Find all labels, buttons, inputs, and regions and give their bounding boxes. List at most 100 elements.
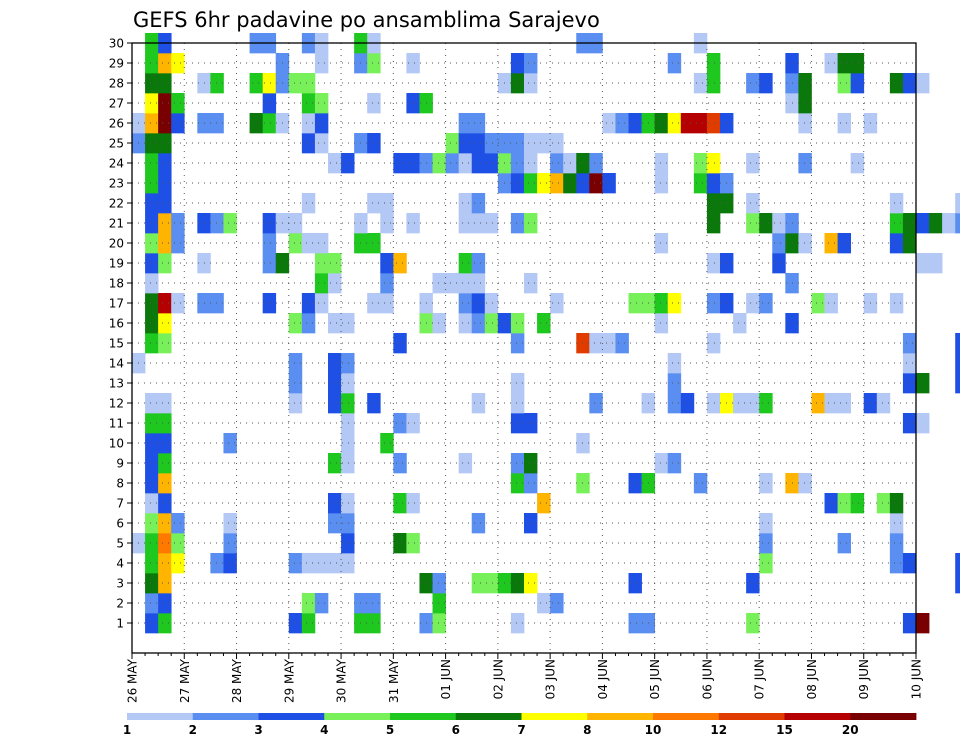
precip-cell xyxy=(837,233,852,254)
color-bar-segment xyxy=(653,713,720,720)
precip-cell xyxy=(510,393,525,414)
precip-cell xyxy=(955,333,960,354)
y-tick-label: 13 xyxy=(109,377,124,391)
color-bar-label: 6 xyxy=(452,723,460,737)
precip-cell xyxy=(667,373,682,394)
precip-cell xyxy=(158,573,172,594)
precip-cell xyxy=(171,113,185,134)
precip-cell xyxy=(145,453,159,474)
precip-cell xyxy=(628,473,642,494)
precip-cell xyxy=(916,613,930,634)
x-tick-label: 05 JUN xyxy=(648,659,662,699)
precip-cell xyxy=(693,473,708,494)
precip-cell xyxy=(889,213,904,234)
precip-cell xyxy=(916,213,930,234)
precip-cell xyxy=(223,433,237,454)
precip-cell xyxy=(550,293,564,314)
precip-cell xyxy=(524,133,538,154)
y-tick-label: 20 xyxy=(109,237,124,251)
precip-cell xyxy=(955,213,960,234)
y-tick-label: 5 xyxy=(116,537,124,551)
x-tick-label: 28 MAY xyxy=(230,658,244,703)
color-bar-label: 2 xyxy=(189,723,197,737)
precip-cell xyxy=(654,173,669,194)
precip-cell xyxy=(328,353,342,374)
precip-cell xyxy=(301,593,316,614)
precip-cell xyxy=(158,493,172,514)
precip-cell xyxy=(471,513,486,534)
precip-cell xyxy=(158,313,172,334)
precip-cell xyxy=(145,313,159,334)
precip-cell xyxy=(262,73,277,94)
precip-cell xyxy=(288,73,303,94)
precip-cell xyxy=(158,593,172,614)
color-bar-label: 5 xyxy=(386,723,394,737)
precip-cell xyxy=(158,93,172,114)
precip-cell xyxy=(889,493,904,514)
precip-cell xyxy=(510,613,525,634)
y-tick-label: 8 xyxy=(116,477,124,491)
x-tick-label: 09 JUN xyxy=(857,659,871,699)
precip-cell xyxy=(759,553,773,574)
precip-cell xyxy=(262,293,277,314)
precip-cell xyxy=(510,473,525,494)
color-bar-label: 20 xyxy=(842,723,859,737)
precip-cell xyxy=(772,213,786,234)
precip-cell xyxy=(602,333,616,354)
precip-cell xyxy=(158,193,172,214)
precip-cell xyxy=(158,73,172,94)
color-bar-label: 7 xyxy=(517,723,525,737)
precip-cell xyxy=(341,553,355,574)
precip-cell xyxy=(706,113,721,134)
precip-cell xyxy=(301,233,316,254)
precip-cell xyxy=(314,273,329,294)
precip-cell xyxy=(510,213,525,234)
x-tick-label: 06 JUN xyxy=(700,659,714,699)
precip-cell xyxy=(693,73,708,94)
y-axis-member-ticks: 1234567891011121314151617181920212223242… xyxy=(109,37,132,631)
y-tick-label: 11 xyxy=(109,417,124,431)
precip-cell xyxy=(367,293,381,314)
precip-cell xyxy=(837,393,852,414)
precip-cell xyxy=(406,213,420,234)
precip-cell xyxy=(158,133,172,154)
precip-cell xyxy=(524,273,538,294)
precip-cell xyxy=(380,253,394,274)
precip-cell xyxy=(824,233,838,254)
color-bar-label: 4 xyxy=(320,723,328,737)
precip-cell xyxy=(510,453,525,474)
precip-cell xyxy=(615,113,629,134)
precip-cell xyxy=(746,613,760,634)
precip-cell xyxy=(145,153,159,174)
precip-cell xyxy=(693,173,708,194)
precip-cell xyxy=(628,293,642,314)
precip-cell xyxy=(145,533,159,554)
precip-cell xyxy=(432,313,446,334)
precip-cell xyxy=(328,453,342,474)
precip-cell xyxy=(145,513,159,534)
color-bar-segment xyxy=(850,713,917,720)
precip-cell xyxy=(471,253,486,274)
precip-cell xyxy=(341,393,355,414)
precip-cell xyxy=(746,153,760,174)
x-tick-label: 01 JUN xyxy=(439,659,453,699)
precip-cell xyxy=(145,93,159,114)
precip-cell xyxy=(341,453,355,474)
precip-cell xyxy=(301,133,316,154)
precip-cell xyxy=(288,373,303,394)
precip-cell xyxy=(524,73,538,94)
precip-cell xyxy=(759,473,773,494)
precip-cell xyxy=(145,133,159,154)
precip-cell xyxy=(510,153,525,174)
precip-cell xyxy=(328,253,342,274)
precip-cell xyxy=(889,513,904,534)
precip-cell xyxy=(458,293,473,314)
y-tick-label: 30 xyxy=(109,37,124,51)
precip-cell xyxy=(589,333,603,354)
precip-cell xyxy=(550,173,564,194)
precip-cell xyxy=(733,393,747,414)
precip-cell xyxy=(145,193,159,214)
precip-cell xyxy=(759,73,773,94)
precip-cell xyxy=(145,173,159,194)
